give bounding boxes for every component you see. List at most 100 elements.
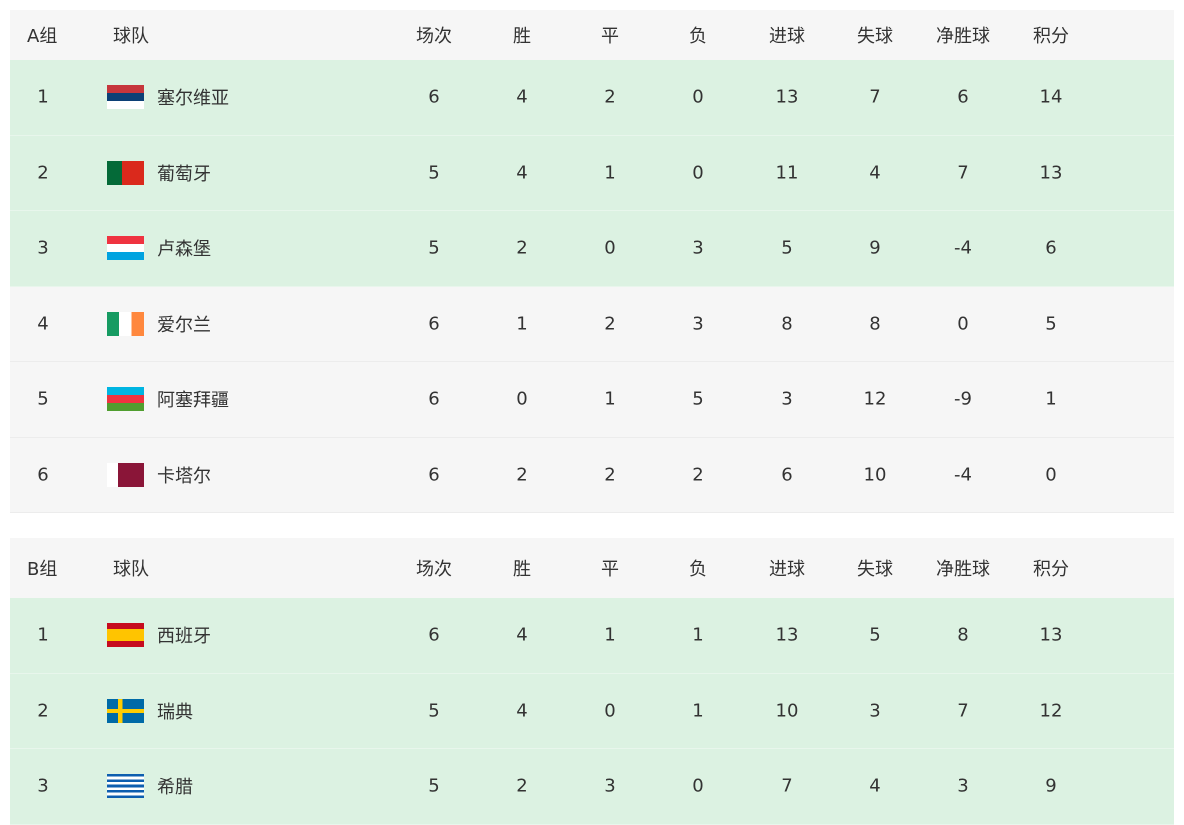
stat-pts: 12 bbox=[1039, 700, 1063, 722]
stat-gd: -9 bbox=[954, 388, 972, 410]
header-col: 场次 bbox=[416, 559, 452, 580]
stat-l: 2 bbox=[692, 464, 704, 486]
stat-pts: 13 bbox=[1039, 624, 1063, 646]
stat-l: 1 bbox=[692, 700, 704, 722]
stat-gf: 10 bbox=[775, 700, 799, 722]
header-col: 胜 bbox=[513, 559, 531, 580]
group-name: B组 bbox=[27, 559, 58, 580]
table-row[interactable]: 1 塞尔维亚 6 4 2 0 13 7 6 14 bbox=[10, 60, 1174, 136]
stat-gf: 13 bbox=[775, 86, 799, 108]
stat-p: 6 bbox=[428, 464, 440, 486]
header-col: 场次 bbox=[416, 26, 452, 47]
stat-w: 4 bbox=[516, 162, 528, 184]
table-row[interactable]: 4 爱尔兰 6 1 2 3 8 8 0 5 bbox=[10, 286, 1174, 362]
flag-icon bbox=[107, 236, 144, 261]
stat-gf: 6 bbox=[781, 464, 793, 486]
team-name[interactable]: 爱尔兰 bbox=[157, 314, 211, 336]
stat-ga: 7 bbox=[869, 86, 881, 108]
stat-w: 2 bbox=[516, 237, 528, 259]
stat-w: 4 bbox=[516, 624, 528, 646]
rank: 1 bbox=[37, 86, 49, 108]
header-team: 球队 bbox=[113, 559, 149, 580]
team-name[interactable]: 塞尔维亚 bbox=[157, 88, 229, 110]
flag-icon bbox=[107, 698, 144, 723]
flag-icon bbox=[107, 160, 144, 185]
team-name[interactable]: 希腊 bbox=[157, 777, 193, 799]
stat-ga: 10 bbox=[863, 464, 887, 486]
header-team: 球队 bbox=[113, 26, 149, 47]
stat-p: 6 bbox=[428, 86, 440, 108]
rank: 3 bbox=[37, 237, 49, 259]
stat-ga: 8 bbox=[869, 313, 881, 335]
stat-w: 2 bbox=[516, 775, 528, 797]
table-row[interactable]: 2 葡萄牙 5 4 1 0 11 4 7 13 bbox=[10, 135, 1174, 211]
rank: 2 bbox=[37, 162, 49, 184]
team-name[interactable]: 瑞典 bbox=[157, 701, 193, 723]
stat-pts: 5 bbox=[1045, 313, 1057, 335]
header-col: 净胜球 bbox=[936, 559, 990, 580]
team-name[interactable]: 卢森堡 bbox=[157, 239, 211, 261]
stat-gd: 8 bbox=[957, 624, 969, 646]
table-header: A组 球队 场次 胜 平 负 进球 失球 净胜球 积分 bbox=[10, 10, 1174, 60]
table-header: B组 球队 场次 胜 平 负 进球 失球 净胜球 积分 bbox=[10, 538, 1174, 598]
stat-pts: 13 bbox=[1039, 162, 1063, 184]
header-col: 负 bbox=[689, 559, 707, 580]
stat-ga: 9 bbox=[869, 237, 881, 259]
header-col: 积分 bbox=[1033, 26, 1069, 47]
header-col: 胜 bbox=[513, 26, 531, 47]
stat-p: 6 bbox=[428, 624, 440, 646]
group-name: A组 bbox=[27, 26, 58, 47]
flag-icon bbox=[107, 462, 144, 487]
table-row[interactable]: 5 阿塞拜疆 6 0 1 5 3 12 -9 1 bbox=[10, 362, 1174, 438]
flag-icon bbox=[107, 774, 144, 799]
stat-d: 3 bbox=[604, 775, 616, 797]
stat-p: 6 bbox=[428, 313, 440, 335]
table-row[interactable]: 3 希腊 5 2 3 0 7 4 3 9 bbox=[10, 749, 1174, 825]
group-table: B组 球队 场次 胜 平 负 进球 失球 净胜球 积分 1 西班牙 6 4 1 1 13 5 8 13 2 瑞典… bbox=[10, 538, 1174, 825]
stat-d: 2 bbox=[604, 86, 616, 108]
group-table: A组 球队 场次胜平负进球 失球 净胜球 积分 1 塞尔维亚 6 4 2 0 13 7 6 14 2 葡… bbox=[10, 10, 1174, 513]
header-col: 平 bbox=[601, 559, 619, 580]
stat-l: 0 bbox=[692, 775, 704, 797]
flag-icon bbox=[107, 387, 144, 412]
team-name[interactable]: 西班牙 bbox=[157, 626, 211, 648]
table-row[interactable]: 3 卢森堡 5 2 0 3 5 9 -4 6 bbox=[10, 211, 1174, 287]
stat-p: 5 bbox=[428, 775, 440, 797]
stat-gf: 13 bbox=[775, 624, 799, 646]
stat-d: 2 bbox=[604, 464, 616, 486]
stat-gf: 7 bbox=[781, 775, 793, 797]
stat-w: 1 bbox=[516, 313, 528, 335]
stat-ga: 12 bbox=[863, 388, 887, 410]
stat-gd: 7 bbox=[957, 162, 969, 184]
stat-d: 1 bbox=[604, 624, 616, 646]
header-col: 积分 bbox=[1033, 559, 1069, 580]
team-name[interactable]: 阿塞拜疆 bbox=[157, 390, 229, 412]
stat-gd: 6 bbox=[957, 86, 969, 108]
stat-p: 6 bbox=[428, 388, 440, 410]
table-row[interactable]: 2 瑞典 5 4 0 1 10 3 7 12 bbox=[10, 673, 1174, 749]
stat-gd: 3 bbox=[957, 775, 969, 797]
team-name[interactable]: 葡萄牙 bbox=[157, 163, 211, 185]
stat-p: 5 bbox=[428, 162, 440, 184]
table-row[interactable]: 1 西班牙 6 4 1 1 13 5 8 13 bbox=[10, 598, 1174, 674]
rank: 6 bbox=[37, 464, 49, 486]
header-col: 进球 bbox=[769, 559, 805, 580]
team-name[interactable]: 卡塔尔 bbox=[157, 465, 211, 487]
stat-p: 5 bbox=[428, 237, 440, 259]
stat-gf: 5 bbox=[781, 237, 793, 259]
stat-gd: 7 bbox=[957, 700, 969, 722]
stat-pts: 14 bbox=[1039, 86, 1063, 108]
stat-l: 5 bbox=[692, 388, 704, 410]
stat-ga: 4 bbox=[869, 775, 881, 797]
stat-w: 2 bbox=[516, 464, 528, 486]
flag-icon bbox=[107, 623, 144, 648]
header-col: 失球 bbox=[857, 559, 893, 580]
flag-icon bbox=[107, 85, 144, 110]
stat-d: 0 bbox=[604, 237, 616, 259]
stat-d: 1 bbox=[604, 162, 616, 184]
stat-d: 1 bbox=[604, 388, 616, 410]
table-row[interactable]: 6 卡塔尔 6 2 2 2 6 10 -4 0 bbox=[10, 437, 1174, 513]
stat-p: 5 bbox=[428, 700, 440, 722]
rank: 1 bbox=[37, 624, 49, 646]
stat-w: 4 bbox=[516, 700, 528, 722]
